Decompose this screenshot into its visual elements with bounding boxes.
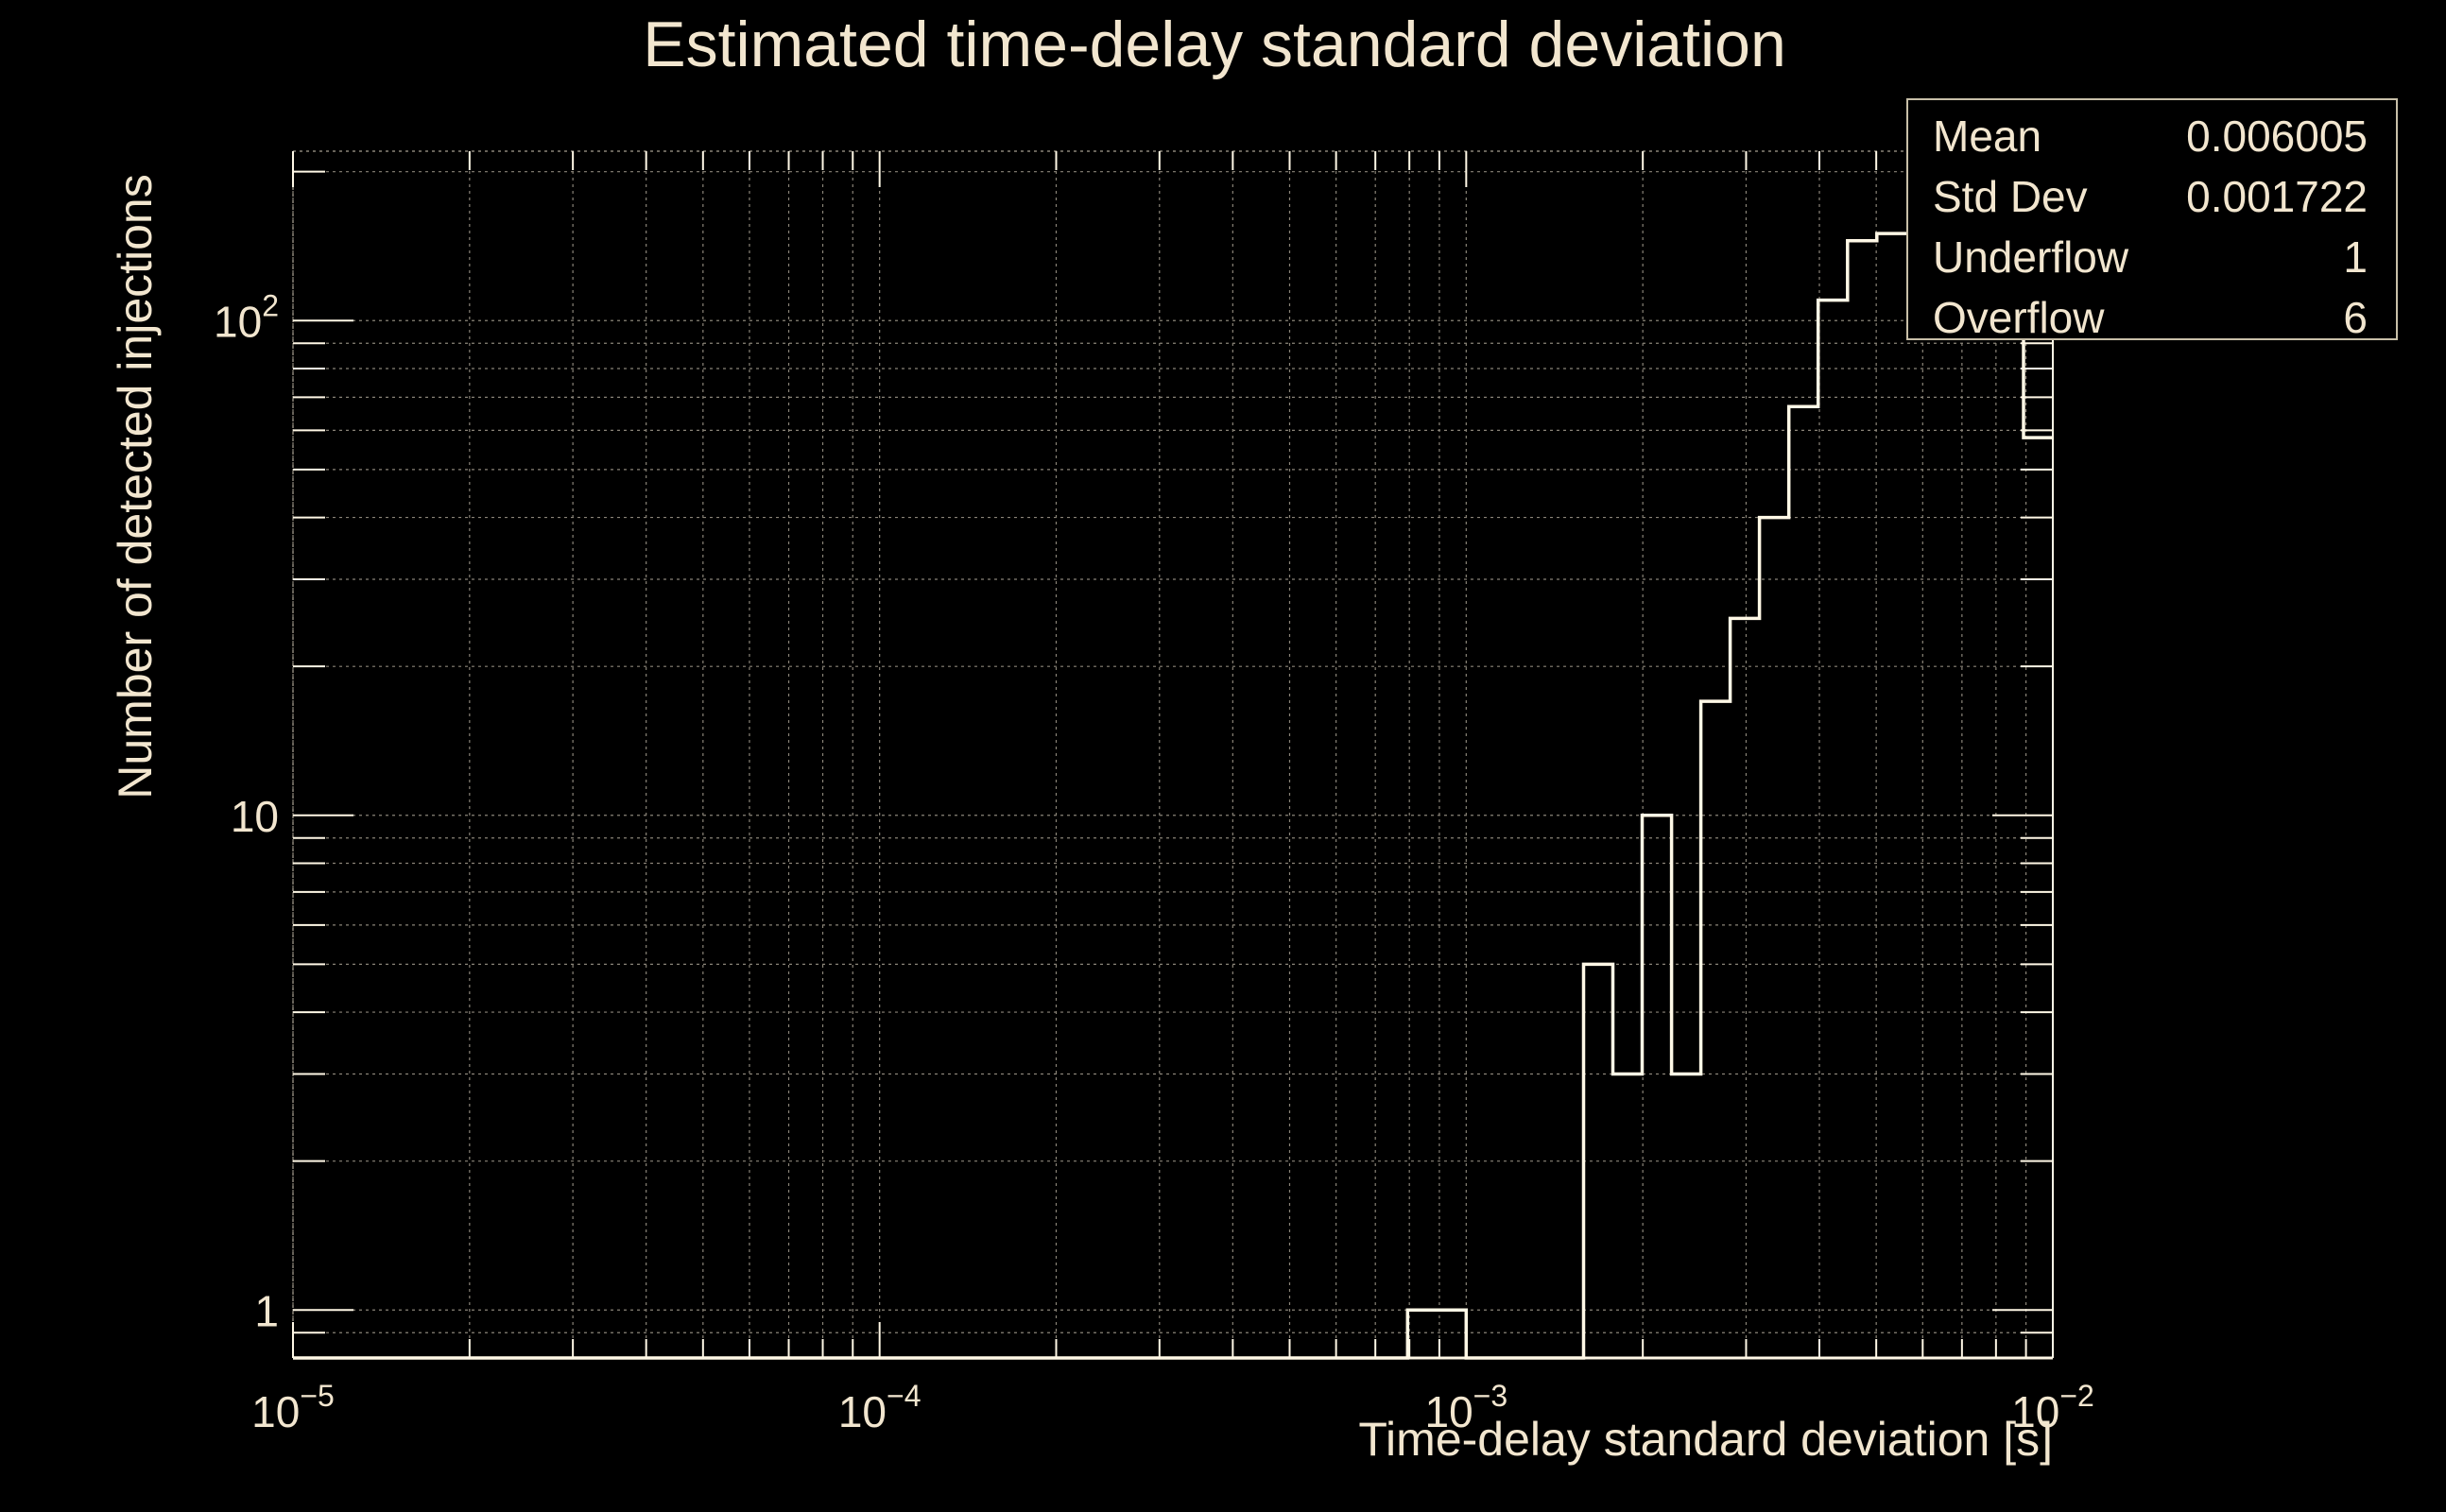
y-tick-label: 1 <box>254 1286 279 1335</box>
chart-title: Estimated time-delay standard deviation <box>643 9 1786 80</box>
x-tick-label: 10−5 <box>251 1379 335 1436</box>
stats-row-std-dev: Std Dev 0.001722 <box>1933 166 2368 227</box>
y-tick-label: 102 <box>214 288 279 346</box>
x-tick-label: 10−2 <box>2011 1379 2094 1436</box>
stats-row-mean: Mean 0.006005 <box>1933 106 2368 166</box>
stats-value: 1 <box>2343 232 2368 282</box>
y-axis-label: Number of detected injections <box>109 174 162 799</box>
stats-value: 0.001722 <box>2186 172 2368 221</box>
stats-label: Std Dev <box>1933 172 2088 221</box>
y-tick-label: 10 <box>231 792 279 841</box>
x-tick-label: 10−3 <box>1425 1379 1508 1436</box>
stats-row-overflow: Overflow 6 <box>1933 287 2368 348</box>
stats-label: Overflow <box>1933 293 2105 342</box>
x-tick-labels: 10−5 10−4 10−3 10−2 <box>251 1379 2094 1436</box>
stats-value: 6 <box>2343 293 2368 342</box>
x-tick-label: 10−4 <box>838 1379 922 1436</box>
stats-label: Underflow <box>1933 232 2129 282</box>
stats-label: Mean <box>1933 112 2042 161</box>
stats-box: Mean 0.006005 Std Dev 0.001722 Underflow… <box>1906 98 2398 342</box>
stats-value: 0.006005 <box>2186 112 2368 161</box>
x-axis-label: Time-delay standard deviation [s] <box>1358 1413 2053 1466</box>
y-tick-labels: 1 10 102 <box>214 288 279 1335</box>
stats-row-underflow: Underflow 1 <box>1933 227 2368 287</box>
